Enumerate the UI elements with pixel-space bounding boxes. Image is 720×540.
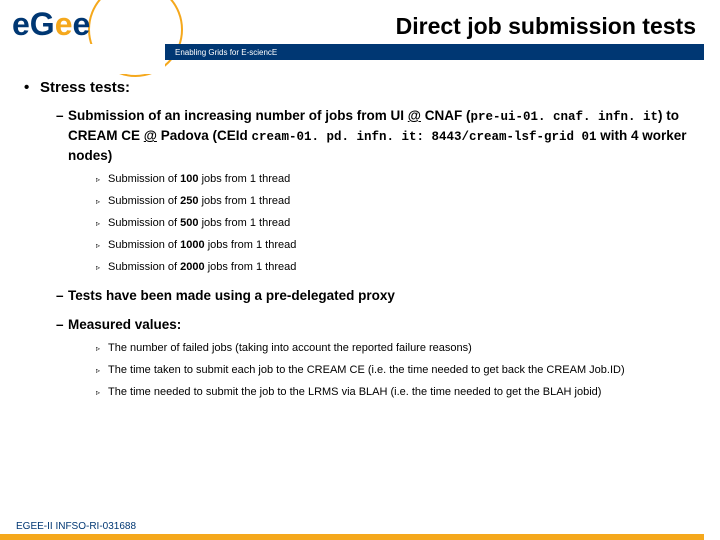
- bullet-measured-values: Measured values:: [56, 315, 696, 335]
- sub-item-1000: Submission of 1000 jobs from 1 thread: [96, 238, 696, 254]
- host-ui: pre-ui-01. cnaf. infn. it: [470, 110, 658, 124]
- egee-logo: eGee: [12, 6, 90, 43]
- sub-item-100: Submission of 100 jobs from 1 thread: [96, 172, 696, 188]
- footer-bar: [0, 534, 704, 540]
- sub-item-250: Submission of 250 jobs from 1 thread: [96, 194, 696, 210]
- bullet-pre-delegated: Tests have been made using a pre-delegat…: [56, 286, 696, 306]
- subtitle-bar: Enabling Grids for E-sciencE: [165, 44, 704, 60]
- bullet-stress-tests: Stress tests:: [24, 79, 696, 96]
- slide-header: eGee Direct job submission tests Enablin…: [0, 0, 720, 70]
- sub-item-500: Submission of 500 jobs from 1 thread: [96, 216, 696, 232]
- logo-letter-e1: e: [12, 6, 30, 42]
- subtitle-text: Enabling Grids for E-sciencE: [175, 48, 277, 57]
- logo-letter-e3: e: [72, 6, 90, 42]
- logo-letter-g: G: [30, 6, 55, 42]
- host-ce: cream-01. pd. infn. it: 8443/cream-lsf-g…: [251, 130, 596, 144]
- slide-title: Direct job submission tests: [396, 13, 696, 40]
- measured-submit-time: The time taken to submit each job to the…: [96, 363, 696, 379]
- sub-item-2000: Submission of 2000 jobs from 1 thread: [96, 260, 696, 276]
- bullet-submission-increasing: Submission of an increasing number of jo…: [56, 106, 696, 166]
- slide-content: Stress tests: Submission of an increasin…: [0, 75, 720, 512]
- footer-text: EGEE-II INFSO-RI-031688: [16, 521, 136, 532]
- measured-lrms-time: The time needed to submit the job to the…: [96, 385, 696, 401]
- title-bar: Direct job submission tests: [165, 0, 704, 44]
- logo-letter-e2: e: [55, 6, 73, 42]
- measured-failed-jobs: The number of failed jobs (taking into a…: [96, 341, 696, 357]
- logo-area: eGee: [0, 0, 165, 70]
